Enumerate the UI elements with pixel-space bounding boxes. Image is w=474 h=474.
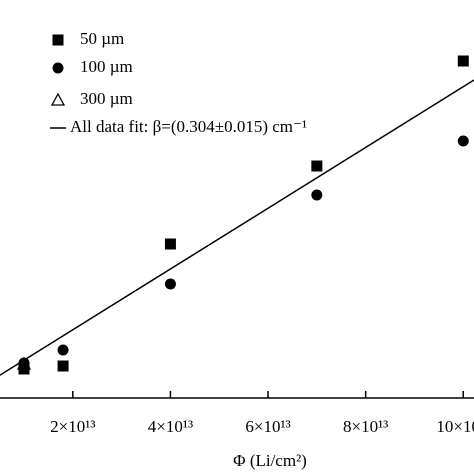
point	[57, 360, 69, 372]
legend-label: All data fit: β=(0.304±0.015) cm⁻¹	[70, 117, 307, 136]
point	[164, 238, 176, 250]
point	[457, 135, 469, 147]
legend-marker	[52, 34, 64, 46]
point	[57, 344, 69, 356]
point	[16, 356, 32, 370]
legend-marker	[50, 92, 66, 106]
x-tick-label: 8×10¹³	[343, 417, 388, 436]
x-tick-label: 4×10¹³	[148, 417, 193, 436]
point	[311, 189, 323, 201]
x-axis-label: Φ (Li/cm²)	[233, 451, 307, 470]
fit-line	[0, 79, 474, 376]
point	[164, 278, 176, 290]
point	[457, 55, 469, 67]
point	[311, 160, 323, 172]
x-tick-label: 10×10¹³	[436, 417, 474, 436]
legend-label: 50 µm	[80, 29, 124, 48]
x-tick-label: 2×10¹³	[50, 417, 95, 436]
x-tick-label: 6×10¹³	[245, 417, 290, 436]
legend-marker	[52, 62, 64, 74]
legend-label: 100 µm	[80, 57, 133, 76]
legend-label: 300 µm	[80, 89, 133, 108]
point	[18, 357, 30, 369]
